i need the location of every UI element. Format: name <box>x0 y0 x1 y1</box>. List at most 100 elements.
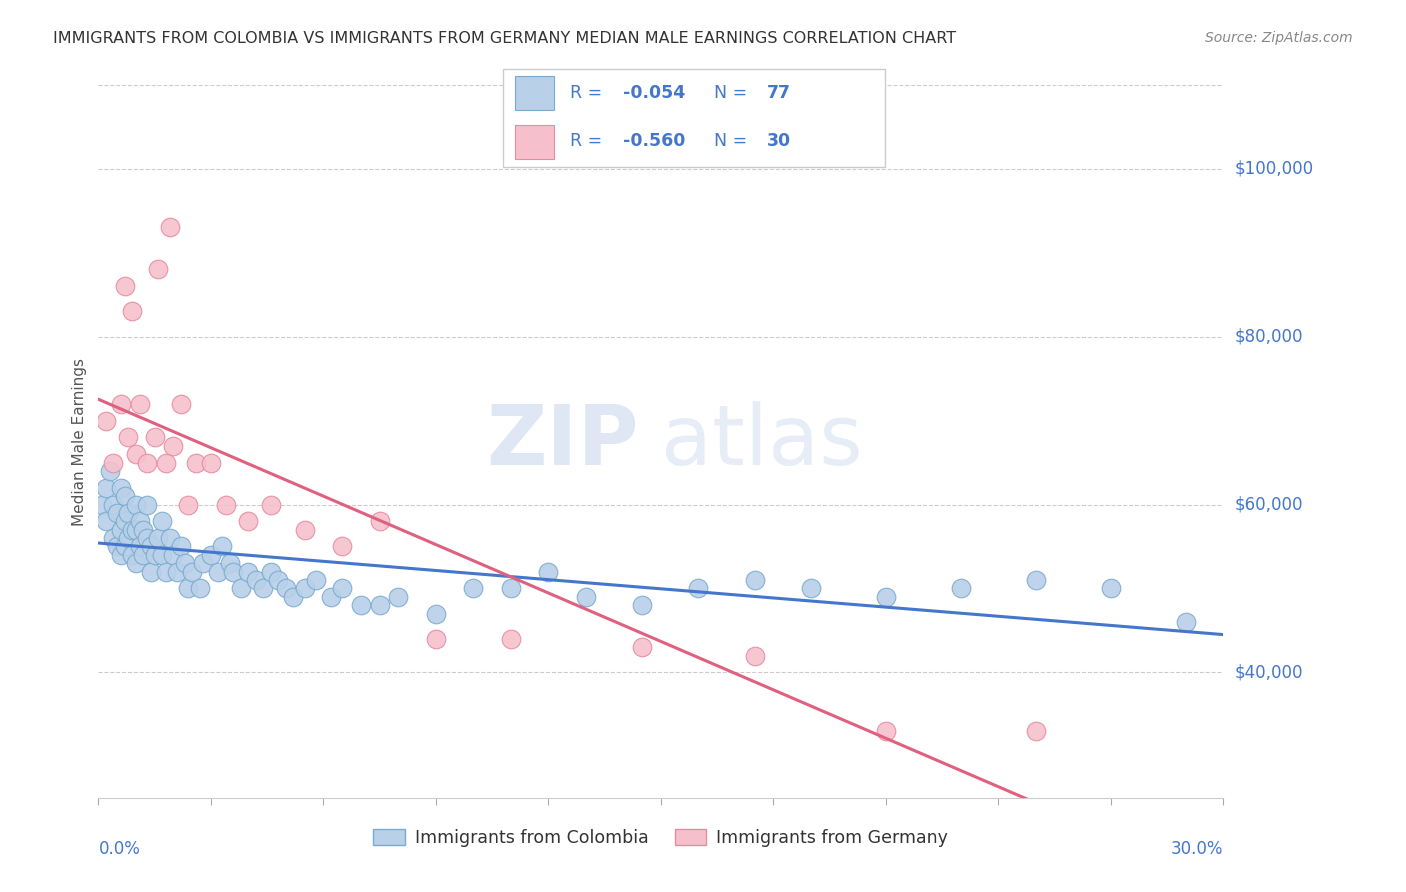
Point <box>425 632 447 646</box>
Point <box>294 523 316 537</box>
Point <box>125 447 148 461</box>
Text: $80,000: $80,000 <box>1234 327 1303 345</box>
Point <box>200 456 222 470</box>
Text: 30: 30 <box>766 132 792 150</box>
Point <box>114 489 136 503</box>
Text: $40,000: $40,000 <box>1234 664 1303 681</box>
Point <box>103 531 125 545</box>
Text: 0.0%: 0.0% <box>98 840 141 858</box>
Point <box>148 531 170 545</box>
Bar <box>515 126 554 159</box>
Point <box>330 540 353 554</box>
Point <box>744 573 766 587</box>
Point <box>162 439 184 453</box>
Point <box>105 506 128 520</box>
Point <box>1174 615 1197 629</box>
Point <box>117 506 139 520</box>
Text: R =: R = <box>569 84 607 102</box>
Point <box>368 599 391 613</box>
Point <box>260 565 283 579</box>
Point <box>170 397 193 411</box>
Text: N =: N = <box>714 84 752 102</box>
Point <box>94 514 117 528</box>
Point <box>688 582 710 596</box>
Point <box>159 531 181 545</box>
Point <box>387 590 409 604</box>
Point <box>245 573 267 587</box>
Point <box>193 556 215 570</box>
Point <box>139 540 162 554</box>
Point <box>368 514 391 528</box>
Point <box>132 523 155 537</box>
Point <box>103 498 125 512</box>
Text: N =: N = <box>714 132 752 150</box>
Point <box>875 590 897 604</box>
Point <box>110 397 132 411</box>
Point <box>150 548 173 562</box>
Point <box>114 540 136 554</box>
Point <box>177 498 200 512</box>
Point <box>155 565 177 579</box>
Text: -0.560: -0.560 <box>623 132 686 150</box>
Point <box>114 279 136 293</box>
Point <box>200 548 222 562</box>
Point <box>294 582 316 596</box>
Point <box>166 565 188 579</box>
Point <box>110 548 132 562</box>
Text: -0.054: -0.054 <box>623 84 685 102</box>
Legend: Immigrants from Colombia, Immigrants from Germany: Immigrants from Colombia, Immigrants fro… <box>367 822 955 854</box>
Point <box>128 397 150 411</box>
Point <box>260 498 283 512</box>
Point <box>110 481 132 495</box>
Point <box>94 481 117 495</box>
Point <box>184 456 207 470</box>
Point <box>229 582 252 596</box>
Point <box>215 498 238 512</box>
Point <box>136 531 159 545</box>
Point <box>188 582 211 596</box>
Point <box>267 573 290 587</box>
Point <box>283 590 305 604</box>
Point <box>330 582 353 596</box>
Point <box>114 514 136 528</box>
Point <box>150 514 173 528</box>
Point <box>94 413 117 427</box>
Y-axis label: Median Male Earnings: Median Male Earnings <box>72 358 87 525</box>
Point <box>1025 724 1047 739</box>
Point <box>117 531 139 545</box>
Point <box>128 514 150 528</box>
Point <box>98 464 121 478</box>
Point <box>128 540 150 554</box>
Point <box>499 632 522 646</box>
Point <box>949 582 972 596</box>
Point <box>91 498 114 512</box>
FancyBboxPatch shape <box>503 69 884 168</box>
Point <box>1099 582 1122 596</box>
Point <box>103 456 125 470</box>
Point <box>207 565 229 579</box>
Point <box>463 582 485 596</box>
Point <box>132 548 155 562</box>
Point <box>121 548 143 562</box>
Point <box>105 540 128 554</box>
Point <box>350 599 373 613</box>
Point <box>238 565 260 579</box>
Point <box>125 556 148 570</box>
Point <box>143 548 166 562</box>
Point <box>222 565 245 579</box>
Point <box>148 262 170 277</box>
Text: ZIP: ZIP <box>486 401 638 482</box>
Point <box>117 430 139 444</box>
Text: $100,000: $100,000 <box>1234 160 1313 178</box>
Point <box>181 565 204 579</box>
Point <box>274 582 297 596</box>
Point <box>139 565 162 579</box>
Point <box>252 582 274 596</box>
Point <box>631 599 654 613</box>
Point <box>499 582 522 596</box>
Point <box>218 556 240 570</box>
Point <box>305 573 328 587</box>
Point <box>121 304 143 318</box>
Point <box>425 607 447 621</box>
Point <box>159 220 181 235</box>
